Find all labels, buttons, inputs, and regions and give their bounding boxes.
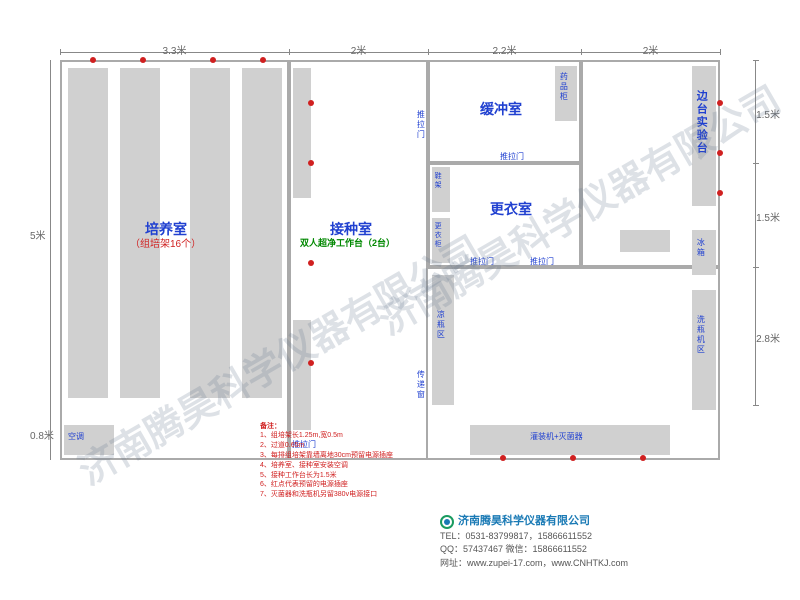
slide-door-2: 推拉门 xyxy=(415,110,425,140)
med-cabinet-label: 药品柜 xyxy=(558,72,568,102)
dim-left-0: 5米 xyxy=(30,227,46,242)
outlet-dot xyxy=(308,160,314,166)
footer-qq: QQ：57437467 微信：15866611552 xyxy=(440,543,628,557)
notes-title: 备注： xyxy=(260,422,393,432)
culture-sub: （组培架16个） xyxy=(130,238,201,251)
closet-label: 更衣柜 xyxy=(433,222,442,249)
cooling-label: 凉瓶区 xyxy=(435,310,445,340)
company-name: 济南腾昊科学仪器有限公司 xyxy=(458,515,590,527)
note-1: 1、组培架长1.25m,宽0.5m xyxy=(260,431,393,441)
workbench-2 xyxy=(293,320,311,430)
slide-door-4: 推拉门 xyxy=(470,257,494,267)
cooling-block xyxy=(432,275,454,405)
outlet-dot xyxy=(570,455,576,461)
outlet-dot xyxy=(308,360,314,366)
outlet-dot xyxy=(717,190,723,196)
outlet-dot xyxy=(717,150,723,156)
dim-top-0: 3.3米 xyxy=(60,42,289,57)
logo-icon xyxy=(440,515,454,529)
outlet-dot xyxy=(308,260,314,266)
shoe-label: 鞋架 xyxy=(433,172,442,190)
footer-web: 网址：www.zupei-17.com，www.CNHTKJ.com xyxy=(440,557,628,571)
slide-door-3: 推拉门 xyxy=(500,152,524,162)
footer-tel: TEL：0531-83799817，15866611552 xyxy=(440,530,628,544)
slide-door-5: 推拉门 xyxy=(530,257,554,267)
wall-mid xyxy=(428,267,720,269)
rack-3 xyxy=(190,68,230,398)
buffer-title: 缓冲室 xyxy=(480,100,522,118)
outlet-dot xyxy=(260,57,266,63)
shelf-right xyxy=(620,230,670,252)
outlet-dot xyxy=(500,455,506,461)
inoc-sub: 双人超净工作台（2台） xyxy=(300,238,395,250)
outlet-dot xyxy=(210,57,216,63)
dim-right-2: 2.8米 xyxy=(756,330,780,345)
dim-top-1: 2米 xyxy=(289,42,428,57)
note-4: 4、培养室、接种室安装空调 xyxy=(260,461,393,471)
washer-label: 洗瓶机区 xyxy=(695,315,705,355)
outlet-dot xyxy=(140,57,146,63)
rack-1 xyxy=(68,68,108,398)
note-5: 5、接种工作台长为1.5米 xyxy=(260,471,393,481)
dim-top-2: 2.2米 xyxy=(428,42,581,57)
aircon-label: 空调 xyxy=(68,432,84,442)
outlet-dot xyxy=(90,57,96,63)
note-3: 3、每排组培架靠墙离地30cm预留电源插座 xyxy=(260,451,393,461)
note-2: 2、过道0.65m xyxy=(260,441,393,451)
dim-right-1: 1.5米 xyxy=(756,209,780,224)
workbench-1 xyxy=(293,68,311,198)
culture-title: 培养室 xyxy=(145,220,187,238)
note-6: 6、红点代表预留的电源插座 xyxy=(260,480,393,490)
outlet-dot xyxy=(640,455,646,461)
rack-4 xyxy=(242,68,282,398)
notes-block: 备注： 1、组培架长1.25m,宽0.5m 2、过道0.65m 3、每排组培架靠… xyxy=(260,422,393,500)
floorplan-canvas: 空调 培养室 （组培架16个） 接种室 双人超净工作台（2台） 推拉门 推拉门 … xyxy=(60,60,720,460)
filler-label: 灌装机+灭菌器 xyxy=(530,432,583,442)
dim-top-3: 2米 xyxy=(581,42,720,57)
bench-label: 边台实验台 xyxy=(694,90,708,155)
inoc-title: 接种室 xyxy=(330,220,372,238)
outlet-dot xyxy=(717,100,723,106)
changing-title: 更衣室 xyxy=(490,200,532,218)
dim-right-0: 1.5米 xyxy=(756,106,780,121)
pass-window: 传递窗 xyxy=(415,370,425,400)
fridge-label: 冰箱 xyxy=(695,238,705,258)
note-7: 7、灭菌器和洗瓶机另留380v电源接口 xyxy=(260,490,393,500)
outlet-dot xyxy=(308,100,314,106)
footer: 济南腾昊科学仪器有限公司 TEL：0531-83799817，158666115… xyxy=(440,513,628,570)
